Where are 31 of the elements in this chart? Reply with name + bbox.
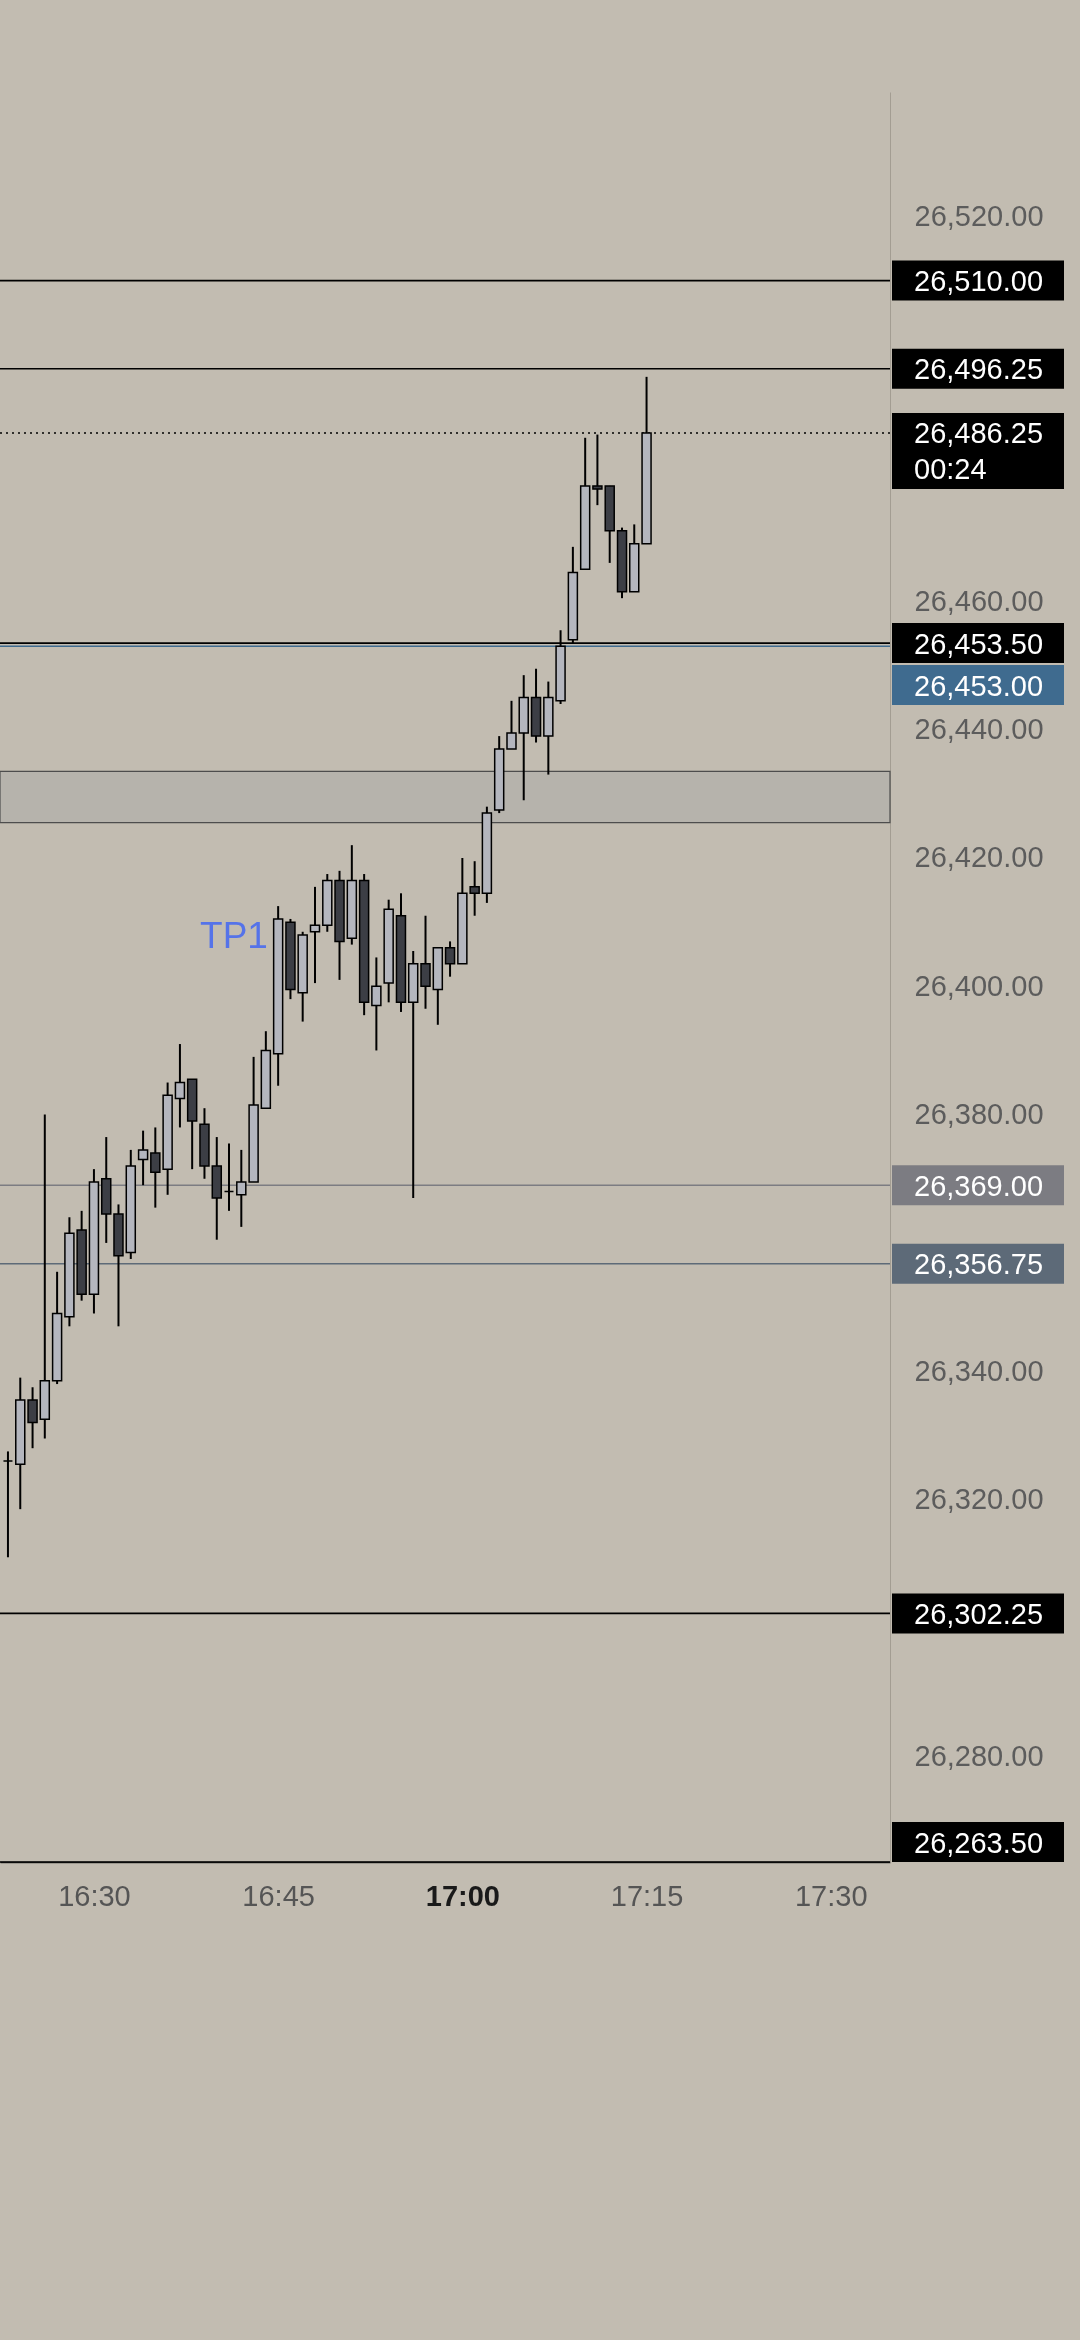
x-tick-label: 16:45 bbox=[242, 1879, 315, 1912]
ref-line-label: 26,302.25 bbox=[914, 1597, 1044, 1630]
y-tick-label: 26,520.00 bbox=[914, 199, 1044, 232]
y-tick-label: 26,320.00 bbox=[914, 1483, 1044, 1516]
candlestick bbox=[309, 885, 321, 985]
y-tick-label: 26,400.00 bbox=[914, 969, 1044, 1002]
ref-line-label: 26,453.00 bbox=[914, 669, 1044, 702]
x-tick-label: 16:30 bbox=[58, 1879, 131, 1912]
y-tick-label: 26,380.00 bbox=[914, 1098, 1044, 1131]
candlestick bbox=[371, 956, 382, 1052]
y-tick-label: 26,280.00 bbox=[914, 1739, 1044, 1772]
candlestick bbox=[444, 940, 456, 978]
ref-line-label: 26,356.75 bbox=[914, 1248, 1044, 1281]
ref-line-label: 26,453.50 bbox=[914, 627, 1044, 660]
candlestick bbox=[174, 1043, 186, 1129]
annotation: TP1 bbox=[200, 915, 268, 956]
y-tick-label: 26,340.00 bbox=[914, 1354, 1044, 1387]
x-tick-label: 17:15 bbox=[610, 1879, 684, 1912]
ref-line-label: 26,496.25 bbox=[914, 353, 1044, 386]
x-tick-label: 17:30 bbox=[794, 1879, 868, 1912]
y-tick-label: 26,440.00 bbox=[914, 713, 1044, 746]
ref-line-label: 26,369.00 bbox=[914, 1169, 1044, 1202]
candlestick bbox=[39, 1113, 51, 1440]
ref-line-label: 26,263.50 bbox=[914, 1826, 1044, 1859]
candlestick bbox=[420, 914, 431, 1010]
y-tick-label: 26,420.00 bbox=[914, 841, 1044, 874]
candlestick bbox=[137, 1129, 149, 1187]
x-tick-label: 17:00 bbox=[425, 1879, 500, 1912]
y-tick-label: 26,460.00 bbox=[914, 584, 1044, 617]
ref-line-label: 26,510.00 bbox=[914, 265, 1044, 298]
ref-line-label: 26,486.25 00:24 bbox=[914, 417, 1044, 486]
